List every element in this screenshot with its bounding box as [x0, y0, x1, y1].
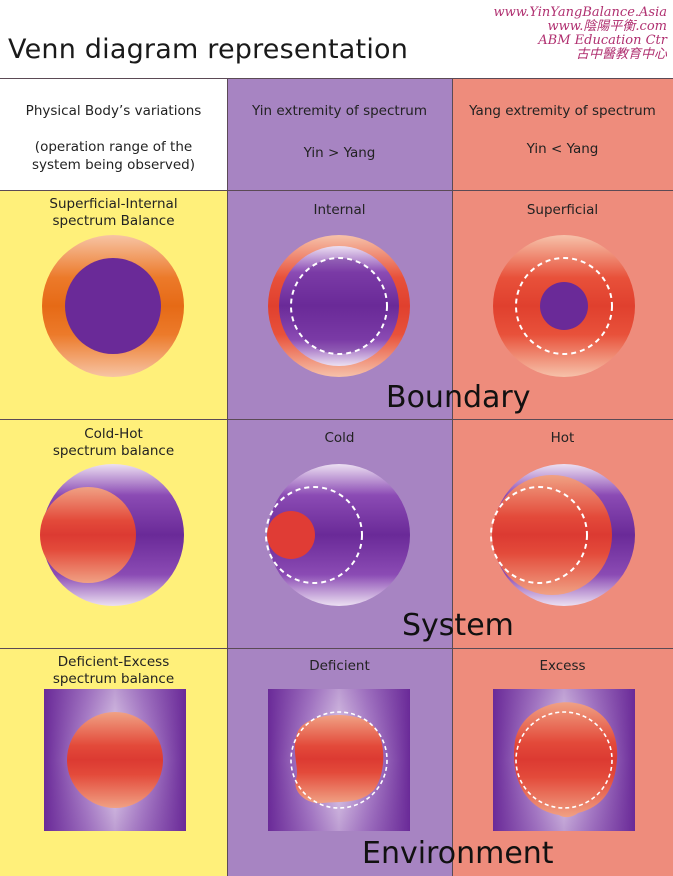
superficial-boundary-venn	[493, 235, 635, 377]
header-cell-body	[0, 78, 227, 190]
balance-environment-venn	[44, 689, 186, 831]
row1-yin-label: Internal	[313, 202, 366, 218]
cold-system-venn	[265, 464, 410, 606]
row3-balance-label-1: Deficient-Excess	[57, 654, 170, 670]
row3-balance-label-2: spectrum balance	[52, 671, 175, 687]
grid-line	[0, 419, 673, 420]
header-yang-relation: Yin < Yang	[526, 141, 599, 157]
row1-category-label: Boundary	[386, 380, 531, 415]
grid-line	[0, 648, 673, 649]
header-body-sub-2: system being observed)	[32, 157, 195, 173]
deficient-environment-venn	[268, 689, 410, 831]
watermark-line-2: www.陰陽平衡.com	[547, 19, 667, 34]
watermark: www.YinYangBalance.Asia www.陰陽平衡.com ABM…	[493, 6, 667, 62]
internal-boundary-venn	[268, 235, 410, 377]
row1-yang-label: Superficial	[526, 202, 599, 218]
watermark-line-1: www.YinYangBalance.Asia	[493, 5, 667, 20]
page-title: Venn diagram representation	[8, 34, 409, 65]
header-yang-title: Yang extremity of spectrum	[469, 103, 656, 119]
row2-yang-label: Hot	[550, 430, 575, 446]
row2-yin-label: Cold	[324, 430, 355, 446]
row2-balance-label-2: spectrum balance	[52, 443, 175, 459]
venn-table: Physical Body’s variations (operation ra…	[0, 78, 673, 876]
excess-environment-venn	[493, 689, 635, 831]
row2-category-label: System	[402, 608, 514, 643]
grid-line	[452, 78, 453, 876]
balance-boundary-venn	[42, 235, 184, 377]
row3-category-label: Environment	[362, 836, 554, 871]
grid-line	[0, 78, 673, 79]
row2-balance-label-1: Cold-Hot	[84, 426, 143, 442]
grid-line	[0, 190, 673, 191]
grid-line	[227, 78, 228, 876]
row3-yin-label: Deficient	[309, 658, 370, 674]
balance-system-venn	[40, 464, 184, 606]
row3-yang-label: Excess	[539, 658, 586, 674]
row1-balance-label-1: Superficial-Internal	[49, 196, 178, 212]
header-body-title: Physical Body’s variations	[25, 103, 202, 119]
header-body-sub-1: (operation range of the	[34, 139, 193, 155]
row1-balance-label-2: spectrum Balance	[52, 213, 175, 229]
watermark-line-3: ABM Education Ctr	[538, 33, 667, 48]
header-yin-relation: Yin > Yang	[303, 145, 376, 161]
watermark-line-4: 古中醫教育中心	[575, 47, 667, 62]
hot-system-venn	[490, 464, 635, 606]
header-yin-title: Yin extremity of spectrum	[252, 103, 427, 119]
